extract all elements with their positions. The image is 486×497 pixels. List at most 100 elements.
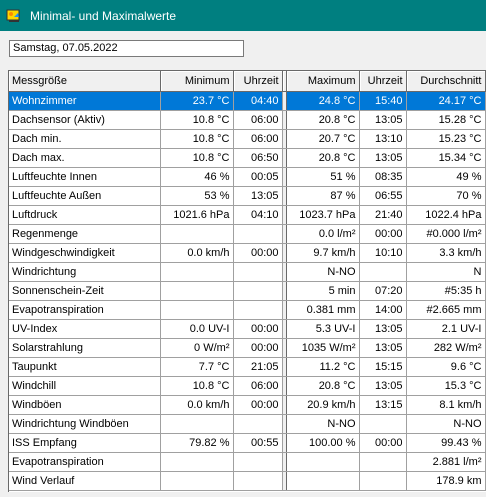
table-row[interactable]: Sonnenschein-Zeit 5 min 07:20 #5:35 h xyxy=(9,281,486,301)
column-separator xyxy=(282,262,287,282)
table-row[interactable]: Solarstrahlung 0 W/m² 00:00 1035 W/m² 13:05 2… xyxy=(9,338,486,358)
cell-average: 70 % xyxy=(406,186,486,206)
cell-average: N-NO xyxy=(406,414,486,434)
column-separator xyxy=(282,395,287,415)
cell-maximum: 20.8 °C xyxy=(286,148,360,168)
cell-minimum-time xyxy=(233,414,283,434)
cell-minimum: 1021.6 hPa xyxy=(160,205,234,225)
cell-minimum-time: 06:00 xyxy=(233,376,283,396)
cell-maximum-time xyxy=(359,262,407,282)
cell-name: UV-Index xyxy=(9,319,161,339)
cell-maximum: 20.7 °C xyxy=(286,129,360,149)
cell-maximum-time: 00:00 xyxy=(359,224,407,244)
table-row[interactable]: Windchill 10.8 °C 06:00 20.8 °C 13:05 15.3 °C xyxy=(9,376,486,396)
column-header-maximum-time[interactable]: Uhrzeit xyxy=(359,71,407,92)
table-row[interactable]: Dach min. 10.8 °C 06:00 20.7 °C 13:10 15.23 °… xyxy=(9,129,486,149)
table-row[interactable]: Evapotranspiration 0.381 mm 14:00 #2.665 mm xyxy=(9,300,486,320)
cell-name: Evapotranspiration xyxy=(9,300,161,320)
cell-average: #5:35 h xyxy=(406,281,486,301)
table-row[interactable]: Dach max. 10.8 °C 06:50 20.8 °C 13:05 15.34 °… xyxy=(9,148,486,168)
table-row[interactable]: Luftfeuchte Innen 46 % 00:05 51 % 08:35 49 % xyxy=(9,167,486,187)
cell-minimum: 0 W/m² xyxy=(160,338,234,358)
cell-name: ISS Empfang xyxy=(9,433,161,453)
cell-maximum-time: 14:00 xyxy=(359,300,407,320)
cell-name: Windgeschwindigkeit xyxy=(9,243,161,263)
cell-maximum: 20.8 °C xyxy=(286,376,360,396)
cell-name: Wind Verlauf xyxy=(9,471,161,491)
date-field[interactable]: Samstag, 07.05.2022 xyxy=(9,40,244,57)
table-row[interactable]: Windrichtung N-NO N xyxy=(9,262,486,282)
cell-maximum: 1023.7 hPa xyxy=(286,205,360,225)
cell-minimum-time: 04:40 xyxy=(233,91,283,111)
table-row[interactable]: Regenmenge 0.0 l/m² 00:00 #0.000 l/m² xyxy=(9,224,486,244)
cell-minimum-time: 04:10 xyxy=(233,205,283,225)
cell-average: 99.43 % xyxy=(406,433,486,453)
column-separator xyxy=(282,300,287,320)
cell-name: Luftdruck xyxy=(9,205,161,225)
column-separator xyxy=(282,376,287,396)
column-header-maximum[interactable]: Maximum xyxy=(286,71,360,92)
cell-name: Windrichtung Windböen xyxy=(9,414,161,434)
cell-minimum-time: 06:50 xyxy=(233,148,283,168)
table-row[interactable]: Evapotranspiration 2.881 l/m² xyxy=(9,452,486,472)
table-row[interactable]: ISS Empfang 79.82 % 00:55 100.00 % 00:00 99.4… xyxy=(9,433,486,453)
column-separator xyxy=(282,167,287,187)
column-header-name[interactable]: Messgröße xyxy=(9,71,161,92)
table-row[interactable]: Dachsensor (Aktiv) 10.8 °C 06:00 20.8 °C 13:… xyxy=(9,110,486,130)
cell-average: 49 % xyxy=(406,167,486,187)
table-row[interactable]: Windrichtung Windböen N-NO N-NO xyxy=(9,414,486,434)
cell-minimum xyxy=(160,471,234,491)
cell-maximum: 100.00 % xyxy=(286,433,360,453)
cell-average: 15.23 °C xyxy=(406,129,486,149)
column-header-minimum-time[interactable]: Uhrzeit xyxy=(233,71,283,92)
cell-name: Dach min. xyxy=(9,129,161,149)
min-max-grid[interactable]: Messgröße Minimum Uhrzeit Maximum Uhrzei… xyxy=(8,70,486,492)
cell-minimum xyxy=(160,300,234,320)
cell-name: Sonnenschein-Zeit xyxy=(9,281,161,301)
cell-name: Wohnzimmer xyxy=(9,91,161,111)
cell-maximum: N-NO xyxy=(286,414,360,434)
cell-minimum xyxy=(160,281,234,301)
values-table: Messgröße Minimum Uhrzeit Maximum Uhrzei… xyxy=(9,71,486,491)
cell-minimum-time xyxy=(233,300,283,320)
column-separator xyxy=(282,357,287,377)
cell-minimum xyxy=(160,262,234,282)
column-separator xyxy=(282,91,287,111)
cell-maximum: 5.3 UV-I xyxy=(286,319,360,339)
table-row[interactable]: Wohnzimmer 23.7 °C 04:40 24.8 °C 15:40 24.17 … xyxy=(9,91,486,111)
cell-minimum: 0.0 km/h xyxy=(160,243,234,263)
cell-maximum-time: 15:15 xyxy=(359,357,407,377)
cell-average: 9.6 °C xyxy=(406,357,486,377)
cell-name: Luftfeuchte Außen xyxy=(9,186,161,206)
cell-maximum-time: 13:05 xyxy=(359,319,407,339)
column-separator xyxy=(282,471,287,491)
cell-average: 15.3 °C xyxy=(406,376,486,396)
cell-minimum: 10.8 °C xyxy=(160,148,234,168)
cell-maximum-time xyxy=(359,452,407,472)
cell-minimum: 10.8 °C xyxy=(160,110,234,130)
cell-average: 282 W/m² xyxy=(406,338,486,358)
cell-name: Dach max. xyxy=(9,148,161,168)
cell-average: 2.881 l/m² xyxy=(406,452,486,472)
table-row[interactable]: Taupunkt 7.7 °C 21:05 11.2 °C 15:15 9.6 °C xyxy=(9,357,486,377)
cell-minimum-time: 21:05 xyxy=(233,357,283,377)
column-separator xyxy=(282,129,287,149)
cell-maximum: 24.8 °C xyxy=(286,91,360,111)
column-separator xyxy=(282,319,287,339)
table-row[interactable]: Windgeschwindigkeit 0.0 km/h 00:00 9.7 km/h… xyxy=(9,243,486,263)
table-row[interactable]: Wind Verlauf 178.9 km xyxy=(9,471,486,491)
column-header-minimum[interactable]: Minimum xyxy=(160,71,234,92)
table-row[interactable]: Windböen 0.0 km/h 00:00 20.9 km/h 13:15 8.1 k… xyxy=(9,395,486,415)
table-row[interactable]: Luftfeuchte Außen 53 % 13:05 87 % 06:55 70 % xyxy=(9,186,486,206)
column-header-average[interactable]: Durchschnitt xyxy=(406,71,486,92)
cell-maximum: 0.381 mm xyxy=(286,300,360,320)
cell-minimum: 53 % xyxy=(160,186,234,206)
column-separator xyxy=(282,281,287,301)
cell-maximum-time: 13:05 xyxy=(359,338,407,358)
cell-minimum: 7.7 °C xyxy=(160,357,234,377)
cell-minimum: 46 % xyxy=(160,167,234,187)
table-row[interactable]: UV-Index 0.0 UV-I 00:00 5.3 UV-I 13:05 2.1 UV… xyxy=(9,319,486,339)
cell-minimum-time xyxy=(233,471,283,491)
table-row[interactable]: Luftdruck 1021.6 hPa 04:10 1023.7 hPa 21:40 1… xyxy=(9,205,486,225)
cell-maximum: 0.0 l/m² xyxy=(286,224,360,244)
